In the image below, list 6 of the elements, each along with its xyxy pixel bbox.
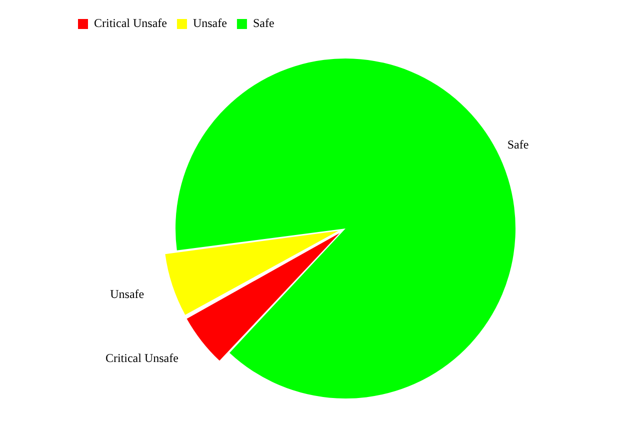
slice-label: Critical Unsafe <box>105 351 178 366</box>
legend-label: Safe <box>252 16 274 30</box>
slice-label: Safe <box>507 137 529 152</box>
legend-label: Unsafe <box>192 16 227 30</box>
slice-label: Unsafe <box>110 286 144 301</box>
legend-label: Critical Unsafe <box>94 16 167 30</box>
